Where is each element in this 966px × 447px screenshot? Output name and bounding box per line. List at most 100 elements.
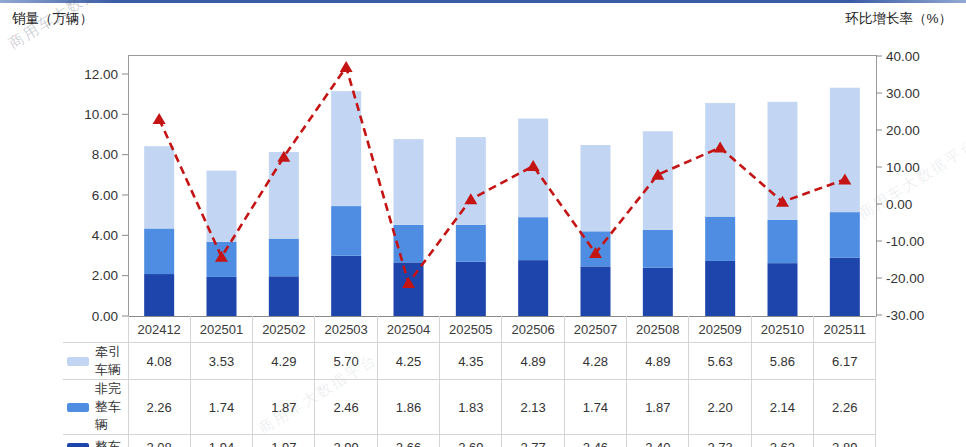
- table-cell-traction-202509: 5.63: [689, 343, 751, 380]
- bar-segment-incomplete-202502: [269, 239, 299, 277]
- legend-item-traction[interactable]: 牵引车辆: [63, 343, 128, 380]
- right-axis-tick-label: 20.00: [886, 123, 920, 138]
- growth-marker-202503: [340, 61, 353, 72]
- legend-label-traction: 牵引车辆: [95, 343, 128, 379]
- table-cell-traction-202506: 4.89: [502, 343, 564, 380]
- bar-segment-traction-202509: [705, 103, 735, 217]
- bar-segment-complete-202504: [394, 262, 424, 316]
- bar-segment-traction-202504: [394, 139, 424, 225]
- right-axis-tick-label: 0.00: [886, 197, 912, 212]
- table-cell-complete-202511: 2.89: [814, 435, 876, 447]
- table-cell-complete-202506: 2.77: [502, 435, 564, 447]
- bar-segment-incomplete-202506: [518, 217, 548, 260]
- table-cell-incomplete-202412: 2.26: [128, 380, 190, 435]
- table-cell-traction-202502: 4.29: [253, 343, 315, 380]
- bar-segment-complete-202505: [456, 262, 486, 316]
- table-corner-cell: [63, 316, 128, 343]
- right-axis-tick-label: -10.00: [886, 234, 924, 249]
- category-header-202505: 202505: [440, 316, 502, 343]
- table-cell-traction-202508: 4.89: [627, 343, 689, 380]
- legend-item-incomplete[interactable]: 非完整车辆: [63, 380, 128, 435]
- table-cell-complete-202509: 2.73: [689, 435, 751, 447]
- left-axis-tick-label: 6.00: [92, 188, 118, 203]
- bar-segment-traction-202502: [269, 152, 299, 239]
- bar-segment-incomplete-202412: [144, 228, 174, 274]
- table-cell-traction-202501: 3.53: [190, 343, 252, 380]
- bar-segment-complete-202502: [269, 276, 299, 316]
- bar-segment-complete-202511: [830, 258, 860, 316]
- table-cell-complete-202507: 2.46: [564, 435, 626, 447]
- category-header-202508: 202508: [627, 316, 689, 343]
- table-header-row: 2024122025012025022025032025042025052025…: [63, 316, 876, 343]
- chart-page: 销量（万辆） 环比增长率（%） 商用车大数据平台 商用车大数据平台 商用车大数据…: [0, 0, 966, 447]
- category-header-202506: 202506: [502, 316, 564, 343]
- legend-label-complete: 整车: [95, 438, 121, 447]
- table-cell-traction-202503: 5.70: [315, 343, 377, 380]
- table-row-incomplete: 非完整车辆2.261.741.872.461.861.832.131.741.8…: [63, 380, 876, 435]
- table-cell-incomplete-202509: 2.20: [689, 380, 751, 435]
- table-cell-incomplete-202501: 1.74: [190, 380, 252, 435]
- bar-segment-complete-202412: [144, 274, 174, 316]
- bar-segment-incomplete-202503: [331, 206, 361, 256]
- table-cell-traction-202505: 4.35: [440, 343, 502, 380]
- legend-label-incomplete: 非完整车辆: [95, 380, 128, 434]
- category-header-202502: 202502: [253, 316, 315, 343]
- table-cell-complete-202412: 2.08: [128, 435, 190, 447]
- legend-swatch-traction: [67, 357, 89, 366]
- growth-line: [159, 67, 845, 283]
- category-header-202504: 202504: [377, 316, 439, 343]
- bar-segment-traction-202507: [581, 145, 611, 231]
- table-cell-complete-202501: 1.94: [190, 435, 252, 447]
- table-cell-traction-202504: 4.25: [377, 343, 439, 380]
- category-header-202510: 202510: [751, 316, 813, 343]
- table-cell-traction-202510: 5.86: [751, 343, 813, 380]
- table-cell-incomplete-202506: 2.13: [502, 380, 564, 435]
- bar-segment-incomplete-202510: [768, 220, 798, 263]
- left-axis-tick-label: 12.00: [84, 67, 118, 82]
- bar-segment-complete-202501: [207, 277, 237, 316]
- bar-segment-complete-202506: [518, 260, 548, 316]
- left-axis-tick-label: 10.00: [84, 107, 118, 122]
- chart-data-table: 2024122025012025022025032025042025052025…: [63, 316, 876, 447]
- table-cell-incomplete-202502: 1.87: [253, 380, 315, 435]
- bar-segment-incomplete-202509: [705, 217, 735, 261]
- table-row-traction: 牵引车辆4.083.534.295.704.254.354.894.284.89…: [63, 343, 876, 380]
- table-cell-incomplete-202505: 1.83: [440, 380, 502, 435]
- bar-segment-complete-202508: [643, 268, 673, 316]
- bar-segment-complete-202509: [705, 261, 735, 316]
- table-cell-incomplete-202503: 2.46: [315, 380, 377, 435]
- right-axis-tick-label: -20.00: [886, 271, 924, 286]
- category-header-202501: 202501: [190, 316, 252, 343]
- table-cell-incomplete-202508: 1.87: [627, 380, 689, 435]
- category-header-202507: 202507: [564, 316, 626, 343]
- bar-segment-complete-202507: [581, 266, 611, 316]
- category-header-202412: 202412: [128, 316, 190, 343]
- legend-item-complete[interactable]: 整车: [63, 435, 128, 447]
- table-cell-incomplete-202504: 1.86: [377, 380, 439, 435]
- bar-segment-incomplete-202505: [456, 225, 486, 262]
- table-row-complete: 整车2.081.941.972.992.662.692.772.462.402.…: [63, 435, 876, 447]
- table-cell-complete-202504: 2.66: [377, 435, 439, 447]
- table-cell-complete-202503: 2.99: [315, 435, 377, 447]
- table-cell-traction-202507: 4.28: [564, 343, 626, 380]
- left-axis-tick-label: 8.00: [92, 147, 118, 162]
- right-axis-tick-label: 40.00: [886, 49, 920, 64]
- right-axis-tick-label: -30.00: [886, 308, 924, 323]
- bar-segment-complete-202510: [768, 263, 798, 316]
- table-cell-incomplete-202510: 2.14: [751, 380, 813, 435]
- table-cell-incomplete-202507: 1.74: [564, 380, 626, 435]
- table-cell-complete-202505: 2.69: [440, 435, 502, 447]
- table-cell-traction-202511: 6.17: [814, 343, 876, 380]
- table-cell-traction-202412: 4.08: [128, 343, 190, 380]
- left-axis-tick-label: 2.00: [92, 268, 118, 283]
- bar-segment-traction-202508: [643, 131, 673, 230]
- bar-segment-traction-202412: [144, 146, 174, 228]
- left-axis-tick-label: 4.00: [92, 228, 118, 243]
- table-cell-incomplete-202511: 2.26: [814, 380, 876, 435]
- category-header-202509: 202509: [689, 316, 751, 343]
- bar-segment-traction-202503: [331, 91, 361, 206]
- bar-segment-traction-202511: [830, 88, 860, 212]
- category-header-202511: 202511: [814, 316, 876, 343]
- category-header-202503: 202503: [315, 316, 377, 343]
- legend-swatch-complete: [67, 443, 89, 447]
